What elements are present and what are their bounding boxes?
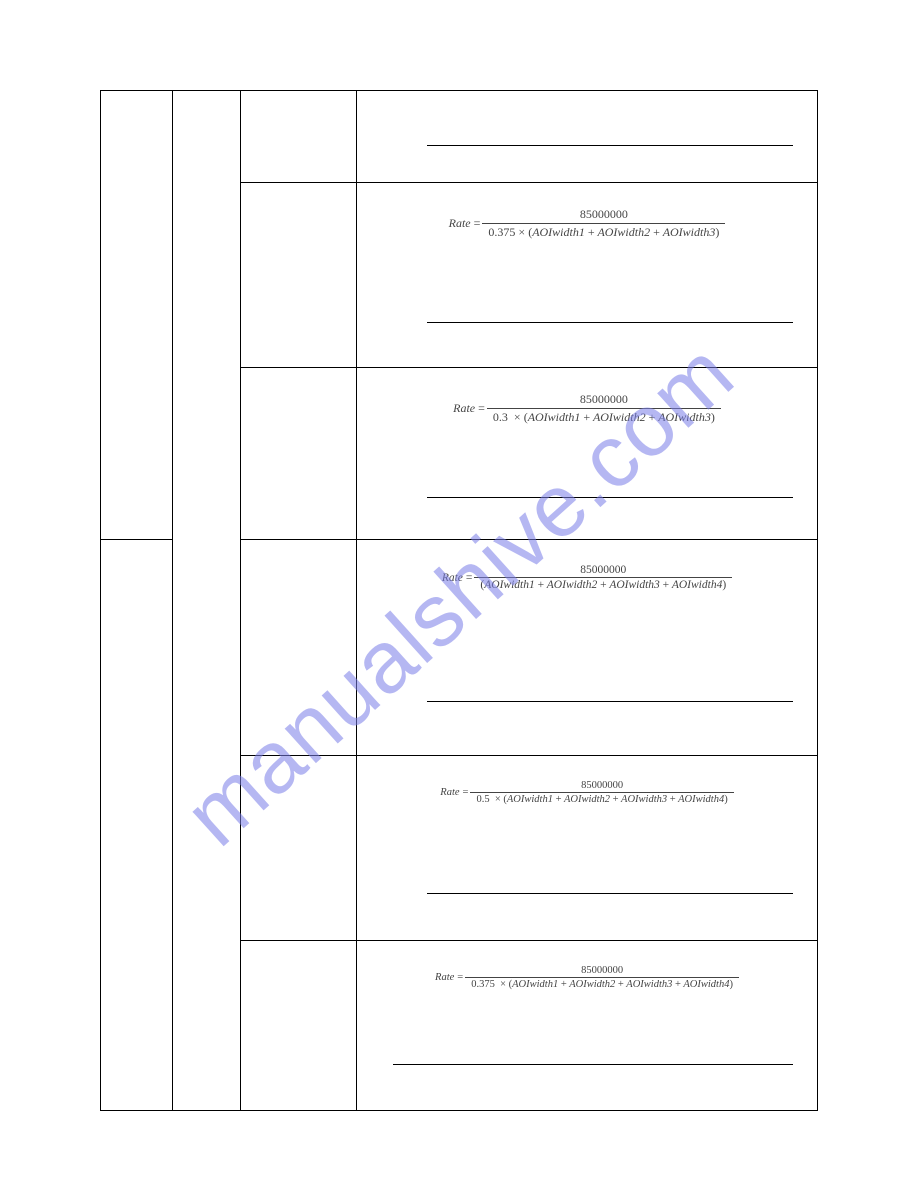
numerator-5: 85000000 — [573, 780, 631, 792]
fraction-3: 85000000 0.3 × (AOIwidth1 + AOIwidth2 + … — [487, 392, 721, 425]
underline-5 — [427, 893, 793, 894]
denominator-2: 0.375 × (AOIwidth1 + AOIwidth2 + AOIwidt… — [482, 223, 725, 240]
denominator-5: 0.5 × (AOIwidth1 + AOIwidth2 + AOIwidth3… — [470, 792, 733, 805]
fraction-4: 85000000 (AOIwidth1 + AOIwidth2 + AOIwid… — [474, 564, 732, 591]
formula-4: Rate = 85000000 (AOIwidth1 + AOIwidth2 +… — [357, 540, 817, 601]
rate-label-5: Rate — [440, 787, 462, 798]
rate-label-2: Rate — [449, 216, 474, 231]
numerator-3: 85000000 — [572, 392, 636, 408]
underline-2 — [427, 322, 793, 323]
col-a-group1 — [101, 91, 173, 540]
underline-6 — [393, 1064, 793, 1065]
formula-2: Rate = 85000000 0.375 × (AOIwidth1 + AOI… — [357, 183, 817, 250]
equals-2: = — [474, 216, 481, 231]
rate-label-4: Rate — [442, 572, 466, 584]
rate-label-3: Rate — [453, 401, 478, 416]
denominator-3: 0.3 × (AOIwidth1 + AOIwidth2 + AOIwidth3… — [487, 408, 721, 425]
fraction-2: 85000000 0.375 × (AOIwidth1 + AOIwidth2 … — [482, 207, 725, 240]
col-c-r2 — [241, 183, 357, 368]
formula-cell-6: Rate = 85000000 0.375 × (AOIwidth1 + AOI… — [357, 941, 818, 1111]
col-a-group2 — [101, 540, 173, 1111]
underline-4 — [427, 701, 793, 702]
numerator-4: 85000000 — [572, 564, 634, 577]
underline-3 — [427, 497, 793, 498]
formula-cell-3: Rate = 85000000 0.3 × (AOIwidth1 + AOIwi… — [357, 368, 818, 540]
formula-table: Rate = 85000000 0.375 × (AOIwidth1 + AOI… — [100, 90, 818, 1111]
formula-cell-2: Rate = 85000000 0.375 × (AOIwidth1 + AOI… — [357, 183, 818, 368]
formula-3: Rate = 85000000 0.3 × (AOIwidth1 + AOIwi… — [357, 368, 817, 435]
numerator-6: 85000000 — [573, 965, 631, 977]
denominator-6: 0.375 × (AOIwidth1 + AOIwidth2 + AOIwidt… — [465, 977, 739, 990]
col-c-r3 — [241, 368, 357, 540]
underline-1 — [427, 145, 793, 146]
fraction-6: 85000000 0.375 × (AOIwidth1 + AOIwidth2 … — [465, 965, 739, 990]
denominator-4: (AOIwidth1 + AOIwidth2 + AOIwidth3 + AOI… — [474, 577, 732, 591]
col-c-r5 — [241, 756, 357, 941]
formula-cell-1 — [357, 91, 818, 183]
equals-3: = — [478, 401, 485, 416]
numerator-2: 85000000 — [572, 207, 636, 223]
col-c-r6 — [241, 941, 357, 1111]
col-c-r1 — [241, 91, 357, 183]
formula-cell-4: Rate = 85000000 (AOIwidth1 + AOIwidth2 +… — [357, 540, 818, 756]
col-c-r4 — [241, 540, 357, 756]
formula-cell-5: Rate = 85000000 0.5 × (AOIwidth1 + AOIwi… — [357, 756, 818, 941]
equals-6: = — [457, 972, 463, 983]
formula-6: Rate = 85000000 0.375 × (AOIwidth1 + AOI… — [357, 941, 817, 1000]
col-b-full — [173, 91, 241, 1111]
formula-5: Rate = 85000000 0.5 × (AOIwidth1 + AOIwi… — [357, 756, 817, 815]
fraction-5: 85000000 0.5 × (AOIwidth1 + AOIwidth2 + … — [470, 780, 733, 805]
equals-5: = — [463, 787, 469, 798]
rate-label-6: Rate — [435, 972, 457, 983]
equals-4: = — [466, 572, 473, 584]
